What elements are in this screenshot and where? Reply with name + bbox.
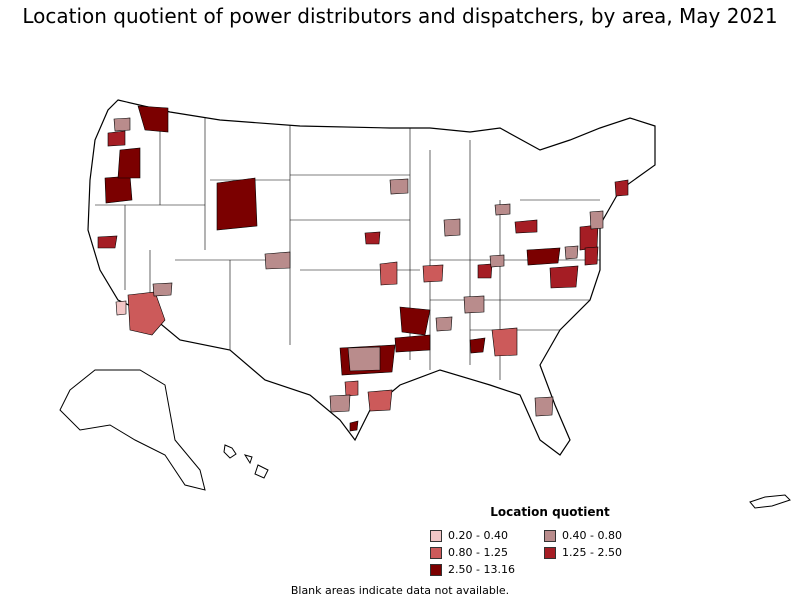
legend-item: 2.50 - 13.16 [430, 563, 540, 576]
alaska-outline [59, 369, 206, 491]
legend-item: 0.40 - 0.80 [544, 529, 654, 542]
legend-item: 0.20 - 0.40 [430, 529, 540, 542]
legend-label: 0.40 - 0.80 [562, 529, 622, 542]
state-boundaries [95, 110, 600, 380]
legend-swatch [430, 529, 442, 542]
hawaii-outline [223, 444, 269, 479]
legend-swatch [430, 563, 442, 576]
legend-title: Location quotient [490, 505, 610, 519]
puerto-rico-outline [749, 494, 791, 509]
map-title: Location quotient of power distributors … [22, 4, 778, 28]
footnote: Blank areas indicate data not available. [290, 584, 510, 597]
legend-swatch [544, 546, 556, 559]
legend-item: 1.25 - 2.50 [544, 546, 654, 559]
legend-label: 0.80 - 1.25 [448, 546, 508, 559]
areas-0.80-1.25 [127, 261, 518, 412]
legend-label: 2.50 - 13.16 [448, 563, 515, 576]
areas-0.40-0.80 [113, 117, 604, 417]
legend-label: 0.20 - 0.40 [448, 529, 508, 542]
areas-1.25-2.50 [97, 130, 629, 289]
legend-label: 1.25 - 2.50 [562, 546, 622, 559]
legend-item: 0.80 - 1.25 [430, 546, 540, 559]
legend: Location quotient 0.20 - 0.40 0.40 - 0.8… [430, 505, 670, 576]
legend-swatch [544, 529, 556, 542]
areas-0.20-0.40 [115, 300, 127, 316]
legend-swatch [430, 546, 442, 559]
